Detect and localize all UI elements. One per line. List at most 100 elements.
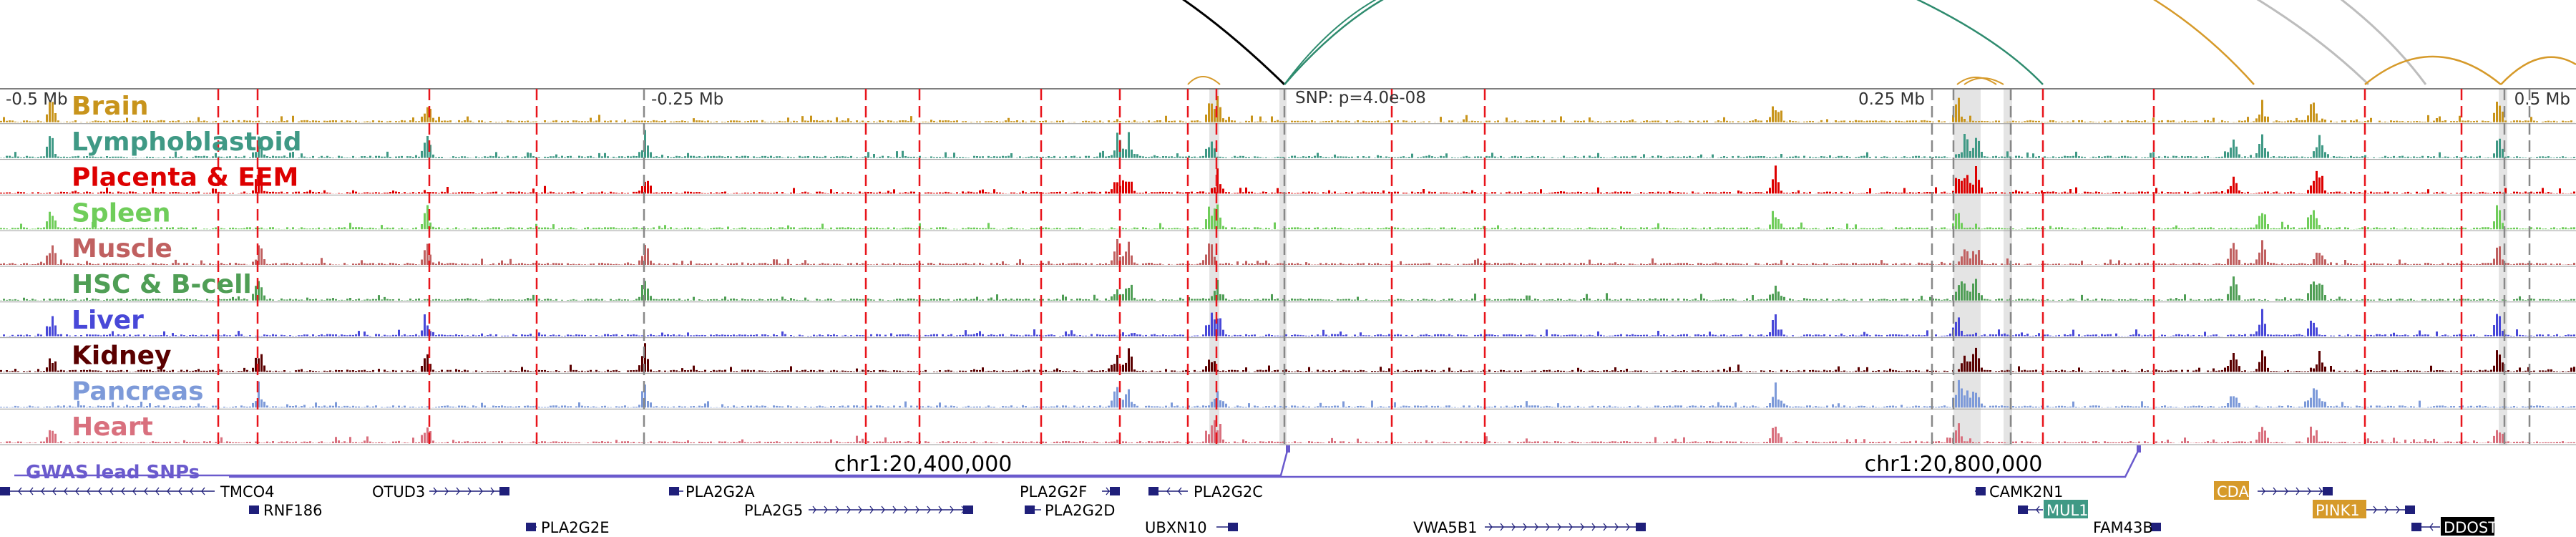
track-label: Heart bbox=[72, 412, 153, 442]
track-liver bbox=[0, 309, 2576, 339]
strand-arrows bbox=[812, 505, 965, 514]
gene-vwa5b1[interactable]: VWA5B1 bbox=[1413, 519, 1646, 536]
gene-exon bbox=[0, 487, 10, 495]
gene-ubxn10[interactable]: UBXN10 bbox=[1145, 519, 1238, 536]
track-brain bbox=[0, 96, 2576, 125]
signal-area bbox=[0, 420, 2576, 443]
track-label: Pancreas bbox=[72, 377, 204, 406]
gene-exon bbox=[2411, 523, 2421, 531]
gene-label: FAM43B bbox=[2093, 519, 2153, 536]
gene-cda[interactable]: CDA bbox=[2214, 481, 2333, 500]
track-spleen bbox=[0, 204, 2576, 231]
gene-fam43b[interactable]: FAM43B bbox=[2093, 519, 2161, 536]
coordinate-label-2: chr1:20,800,000 bbox=[1865, 452, 2043, 477]
track-lymphoblastoid bbox=[0, 130, 2576, 160]
gene-pla2g2c[interactable]: PLA2G2C bbox=[1148, 483, 1263, 500]
track-heart bbox=[0, 420, 2576, 445]
gene-label: PLA2G2A bbox=[686, 483, 755, 500]
track-hsc-b-cell bbox=[0, 276, 2576, 303]
gene-badge bbox=[2044, 500, 2088, 518]
interaction-arc bbox=[1181, 0, 1286, 86]
gene-label: PLA2G5 bbox=[744, 502, 803, 519]
scale-bar: -0.5 Mb -0.25 Mb 0.25 Mb 0.5 Mb SNP: p=4… bbox=[6, 89, 2570, 109]
gwas-snp-marker bbox=[2137, 445, 2141, 453]
track-label: HSC & B-cell bbox=[72, 270, 252, 299]
interaction-arc bbox=[1187, 76, 1221, 85]
coordinate-label-1: chr1:20,400,000 bbox=[834, 452, 1013, 477]
gene-track: TMCO4 RNF186 OTUD3 PLA2G2E PLA2G2A PLA2G5 PLA2… bbox=[0, 481, 2497, 536]
strand-arrows bbox=[1106, 487, 1110, 495]
gene-pla2g2f[interactable]: PLA2G2F bbox=[1020, 483, 1120, 500]
gene-ddost[interactable]: DDOST bbox=[2411, 517, 2497, 536]
gene-exon bbox=[963, 505, 973, 514]
signal-area bbox=[0, 343, 2576, 372]
gene-label: VWA5B1 bbox=[1413, 519, 1477, 536]
gene-pla2g5[interactable]: PLA2G5 bbox=[744, 502, 973, 519]
gene-label: RNF186 bbox=[263, 502, 322, 519]
interaction-arc bbox=[1916, 0, 2044, 85]
gene-exon bbox=[2151, 523, 2161, 531]
interaction-arc bbox=[2340, 0, 2427, 85]
track-labels: Brain Lymphoblastoid Placenta & EEM Spleen M… bbox=[72, 92, 302, 442]
snp-label: SNP: p=4.0e-08 bbox=[1295, 89, 1426, 107]
gwas-link-1 bbox=[14, 448, 1289, 477]
signal-area bbox=[0, 165, 2576, 194]
gene-rnf186[interactable]: RNF186 bbox=[249, 502, 322, 519]
gene-label: MUL1 bbox=[2046, 502, 2089, 519]
highlight-band bbox=[1279, 89, 1287, 445]
interaction-arc bbox=[2256, 0, 2370, 86]
gene-label: CDA bbox=[2217, 483, 2249, 500]
track-label: Kidney bbox=[72, 342, 172, 371]
track-label: Spleen bbox=[72, 198, 171, 228]
scale-label-left: -0.5 Mb bbox=[6, 90, 68, 109]
gene-exon bbox=[249, 505, 259, 514]
gene-mul1[interactable]: MUL1 bbox=[2018, 500, 2089, 519]
gene-pla2g2e[interactable]: PLA2G2E bbox=[526, 519, 609, 536]
gene-tmco4[interactable]: TMCO4 bbox=[0, 483, 275, 500]
gene-pla2g2d[interactable]: PLA2G2D bbox=[1025, 502, 1115, 519]
highlight-bands bbox=[1209, 89, 2507, 445]
gene-pla2g2a[interactable]: PLA2G2A bbox=[669, 483, 755, 500]
track-label: Muscle bbox=[72, 234, 172, 263]
signal-area bbox=[0, 309, 2576, 337]
signal-tracks bbox=[0, 96, 2576, 445]
gene-label: PLA2G2F bbox=[1020, 483, 1087, 500]
gene-badge bbox=[2313, 500, 2366, 518]
gene-label: UBXN10 bbox=[1145, 519, 1207, 536]
gwas-track-label: GWAS lead SNPs bbox=[26, 462, 200, 483]
track-pancreas bbox=[0, 379, 2576, 410]
scale-label-mid-right: 0.25 Mb bbox=[1858, 90, 1925, 109]
signal-area bbox=[0, 204, 2576, 230]
gene-exon bbox=[526, 523, 536, 531]
track-muscle bbox=[0, 239, 2576, 267]
interaction-arc bbox=[1963, 77, 2004, 85]
gene-label: DDOST bbox=[2444, 519, 2497, 536]
gene-otud3[interactable]: OTUD3 bbox=[372, 483, 509, 500]
gene-exon bbox=[2018, 505, 2028, 514]
scale-label-right: 0.5 Mb bbox=[2514, 90, 2570, 109]
signal-area bbox=[0, 276, 2576, 301]
track-label: Lymphoblastoid bbox=[72, 127, 302, 157]
gwas-link-2 bbox=[229, 448, 2141, 478]
gene-exon bbox=[1976, 487, 1986, 495]
gene-label: PLA2G2C bbox=[1194, 483, 1263, 500]
interaction-arc bbox=[2500, 56, 2576, 85]
gene-exon bbox=[499, 487, 509, 495]
interaction-arc bbox=[2153, 0, 2255, 85]
strand-arrows bbox=[2261, 487, 2323, 495]
gene-exon bbox=[2323, 487, 2333, 495]
interaction-arc bbox=[2364, 55, 2502, 85]
strand-arrows bbox=[1488, 523, 1641, 531]
strand-arrows bbox=[433, 487, 494, 495]
gene-camk2n1[interactable]: CAMK2N1 bbox=[1975, 483, 2063, 500]
scale-label-mid-left: -0.25 Mb bbox=[651, 90, 723, 109]
gene-label: PLA2G2E bbox=[541, 519, 609, 536]
gene-exon bbox=[1110, 487, 1120, 495]
track-kidney bbox=[0, 343, 2576, 374]
signal-area bbox=[0, 379, 2576, 408]
gene-pink1[interactable]: PINK1 bbox=[2313, 500, 2415, 519]
track-label: Liver bbox=[72, 306, 144, 335]
gene-label: OTUD3 bbox=[372, 483, 425, 500]
marker-lines bbox=[217, 89, 2531, 445]
